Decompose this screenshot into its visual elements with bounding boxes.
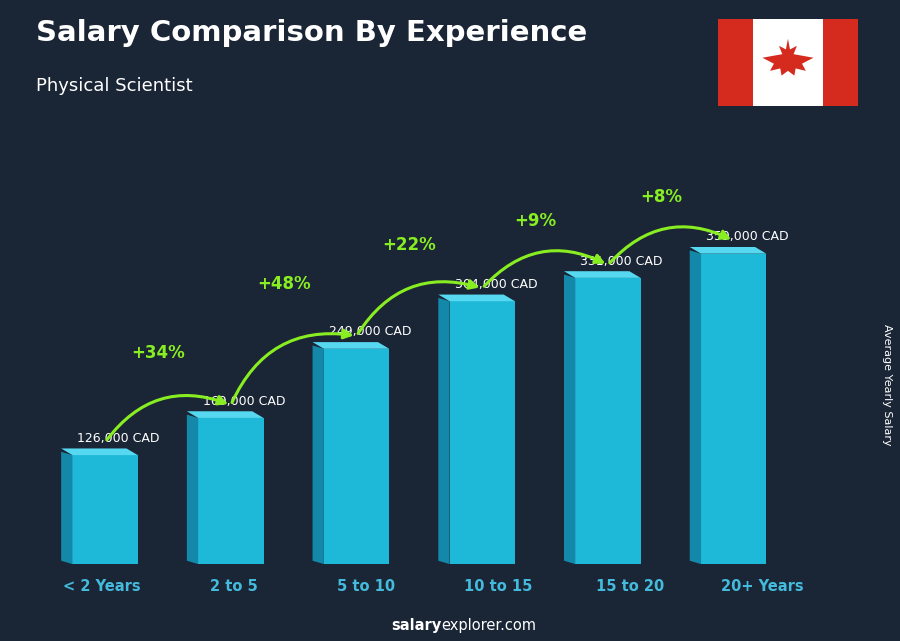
Text: 249,000 CAD: 249,000 CAD: [328, 326, 411, 338]
Text: 2 to 5: 2 to 5: [210, 579, 258, 594]
Bar: [575, 278, 641, 564]
Polygon shape: [438, 295, 515, 301]
Text: Physical Scientist: Physical Scientist: [36, 77, 193, 95]
Text: 359,000 CAD: 359,000 CAD: [706, 230, 788, 244]
Bar: [198, 418, 264, 564]
Text: salary: salary: [392, 619, 442, 633]
Polygon shape: [689, 247, 767, 254]
Text: 331,000 CAD: 331,000 CAD: [580, 254, 662, 267]
Text: 126,000 CAD: 126,000 CAD: [77, 432, 160, 445]
Polygon shape: [61, 449, 138, 455]
Text: +34%: +34%: [131, 344, 184, 362]
Bar: [324, 349, 390, 564]
Polygon shape: [312, 345, 324, 564]
Text: +22%: +22%: [382, 236, 436, 254]
Polygon shape: [187, 412, 264, 418]
Text: explorer.com: explorer.com: [441, 619, 536, 633]
Text: 15 to 20: 15 to 20: [596, 579, 664, 594]
Text: 169,000 CAD: 169,000 CAD: [203, 395, 285, 408]
Bar: [450, 301, 515, 564]
Text: Average Yearly Salary: Average Yearly Salary: [881, 324, 892, 445]
PathPatch shape: [762, 38, 814, 88]
Text: 10 to 15: 10 to 15: [464, 579, 532, 594]
Text: +48%: +48%: [256, 274, 310, 292]
Text: +8%: +8%: [640, 188, 682, 206]
Text: +9%: +9%: [514, 212, 556, 230]
Polygon shape: [312, 342, 390, 349]
Text: 5 to 10: 5 to 10: [337, 579, 395, 594]
Polygon shape: [689, 251, 701, 564]
Bar: [823, 19, 858, 106]
Polygon shape: [438, 298, 450, 564]
Bar: [73, 455, 138, 564]
FancyBboxPatch shape: [716, 17, 860, 108]
Text: Salary Comparison By Experience: Salary Comparison By Experience: [36, 19, 587, 47]
Polygon shape: [61, 452, 73, 564]
Text: 304,000 CAD: 304,000 CAD: [454, 278, 537, 291]
Polygon shape: [187, 415, 198, 564]
Text: 20+ Years: 20+ Years: [721, 579, 804, 594]
Polygon shape: [564, 274, 575, 564]
Bar: [718, 19, 753, 106]
Polygon shape: [564, 271, 641, 278]
Text: < 2 Years: < 2 Years: [63, 579, 140, 594]
Bar: [701, 254, 767, 564]
